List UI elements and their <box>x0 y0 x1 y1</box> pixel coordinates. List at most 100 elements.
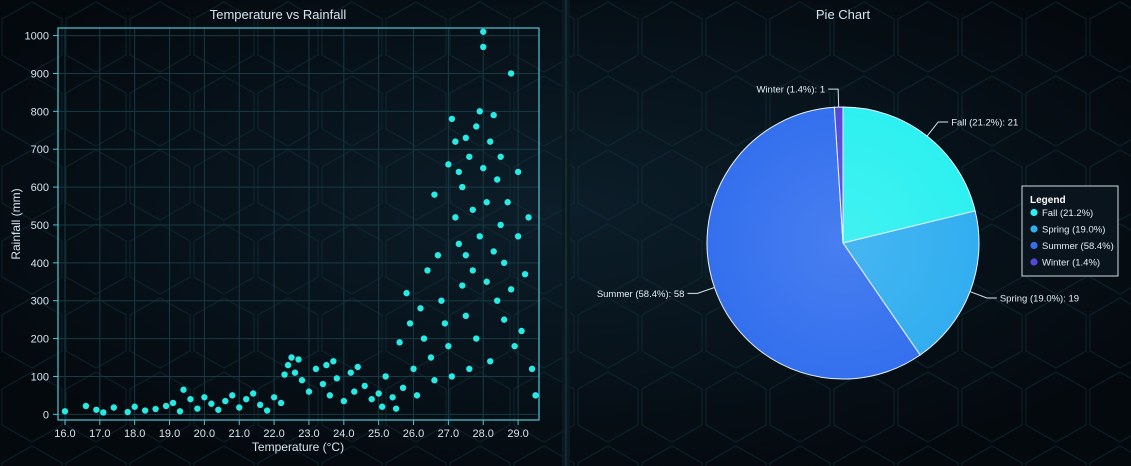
scatter-point <box>500 316 508 323</box>
scatter-point <box>448 115 456 123</box>
scatter-point <box>368 395 375 403</box>
scatter-point <box>277 399 285 407</box>
scatter-point <box>438 297 445 304</box>
scatter-point <box>323 361 330 369</box>
scatter-point <box>459 282 466 289</box>
scatter-point <box>330 358 337 365</box>
callout-label-spring: Spring (19.0%): 19 <box>1000 293 1079 304</box>
scatter-point <box>497 221 504 229</box>
x-tick-label: 22.0 <box>263 428 284 440</box>
scatter-point <box>141 407 149 414</box>
scatter-point <box>427 354 435 361</box>
scatter-point <box>229 392 236 399</box>
x-tick-label: 19.0 <box>159 428 180 440</box>
scatter-point <box>511 342 518 350</box>
legend-item-fall: Fall (21.2%) <box>1042 208 1093 219</box>
x-tick-label: 27.0 <box>438 428 459 440</box>
scatter-chart: Temperature vs Rainfall 16.0 17.0 18.0 19.0… <box>9 7 540 454</box>
legend-swatch-winter <box>1030 258 1038 266</box>
scatter-point <box>215 406 222 413</box>
scatter-point <box>375 390 382 397</box>
scatter-point <box>431 191 438 198</box>
scatter-point <box>417 305 424 312</box>
scatter-point <box>194 405 201 412</box>
scatter-point <box>445 342 452 350</box>
scatter-point <box>434 252 442 259</box>
scatter-point <box>455 168 463 176</box>
callout-label-summer: Summer (58.4%): 58 <box>597 289 685 300</box>
scatter-point <box>288 354 295 361</box>
scatter-point <box>473 123 480 130</box>
scatter-point <box>483 278 490 285</box>
y-tick-label: 600 <box>31 182 49 194</box>
x-tick-label: 25.0 <box>368 428 389 440</box>
scatter-point <box>487 138 494 145</box>
scatter-point <box>487 358 494 365</box>
scatter-point <box>176 408 184 415</box>
scatter-point <box>61 408 69 415</box>
scatter-point <box>518 327 525 335</box>
scatter-point <box>473 335 480 342</box>
scatter-point <box>466 365 473 373</box>
scatter-point <box>347 369 354 376</box>
scatter-point <box>441 320 449 327</box>
scatter-point <box>152 405 159 413</box>
scatter-point <box>500 259 508 267</box>
scatter-point <box>354 363 361 371</box>
scatter-point <box>525 214 532 221</box>
y-tick-label: 500 <box>31 220 49 232</box>
scatter-point <box>452 138 459 145</box>
scatter-point <box>82 402 90 410</box>
scatter-point <box>110 404 117 411</box>
scatter-point <box>480 28 487 35</box>
scatter-point <box>476 108 483 115</box>
legend-swatch-spring <box>1030 225 1038 233</box>
y-tick-label: 0 <box>43 409 49 421</box>
scatter-point <box>469 206 476 213</box>
pie-legend: Legend Fall (21.2%) Spring (19.0%) Summer … <box>1021 185 1119 277</box>
scatter-point <box>431 377 438 384</box>
scatter-plot-frame <box>57 27 540 421</box>
scatter-point <box>382 373 389 380</box>
x-tick-label: 24.0 <box>333 428 354 440</box>
scatter-point <box>319 380 327 388</box>
scatter-point <box>243 395 250 403</box>
scatter-point <box>410 365 417 373</box>
y-tick-label: 900 <box>31 68 49 80</box>
scatter-point <box>208 400 215 407</box>
scatter-point <box>340 397 348 405</box>
callout-line <box>687 287 715 294</box>
scatter-point <box>493 176 501 183</box>
x-axis-label: Temperature (°C) <box>252 440 344 454</box>
legend-swatch-summer <box>1030 241 1038 250</box>
scatter-point <box>514 168 522 176</box>
callout-line <box>926 121 949 137</box>
scatter-point <box>480 164 487 172</box>
y-axis-ticks: 0 100 200 300 400 500 600 700 800 900 1000 <box>25 31 58 421</box>
scatter-point <box>201 394 208 401</box>
scatter-point <box>448 373 456 380</box>
pie-slices <box>706 106 980 380</box>
scatter-point <box>249 390 257 397</box>
scatter-point <box>480 43 487 51</box>
pie-title: Pie Chart <box>816 7 871 22</box>
scatter-point <box>281 371 288 378</box>
scatter-point <box>462 134 470 142</box>
scatter-point <box>333 375 341 382</box>
scatter-point <box>312 365 320 373</box>
scatter-point <box>351 388 358 395</box>
scatter-point <box>236 404 243 411</box>
x-tick-label: 21.0 <box>229 428 250 440</box>
scatter-title: Temperature vs Rainfall <box>210 7 347 22</box>
scatter-point <box>413 392 421 399</box>
scatter-point <box>305 388 313 395</box>
scatter-point <box>462 312 470 320</box>
pie-callouts: Fall (21.2%): 21 Spring (19.0%): 19 Summer… <box>597 85 1079 305</box>
x-tick-label: 28.0 <box>473 428 494 440</box>
y-tick-label: 800 <box>31 106 49 118</box>
x-tick-label: 18.0 <box>124 428 145 440</box>
scatter-point <box>93 406 100 413</box>
scatter-point <box>169 399 177 407</box>
y-tick-label: 400 <box>31 258 49 270</box>
